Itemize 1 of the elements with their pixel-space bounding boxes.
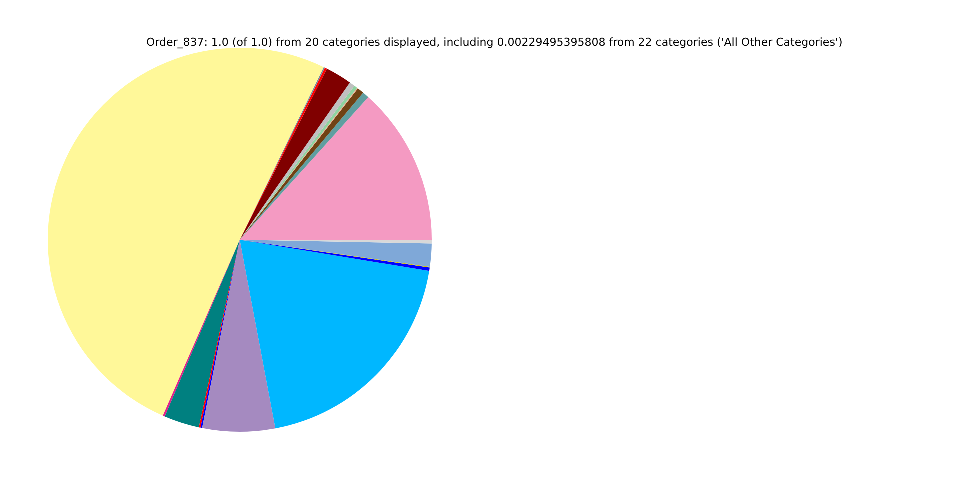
text: Order_837: 1.0 (of 1.0) from 20 categories displayed, including 0.00229495395808 from 22 categories ('All Other Categories') (146, 36, 843, 49)
